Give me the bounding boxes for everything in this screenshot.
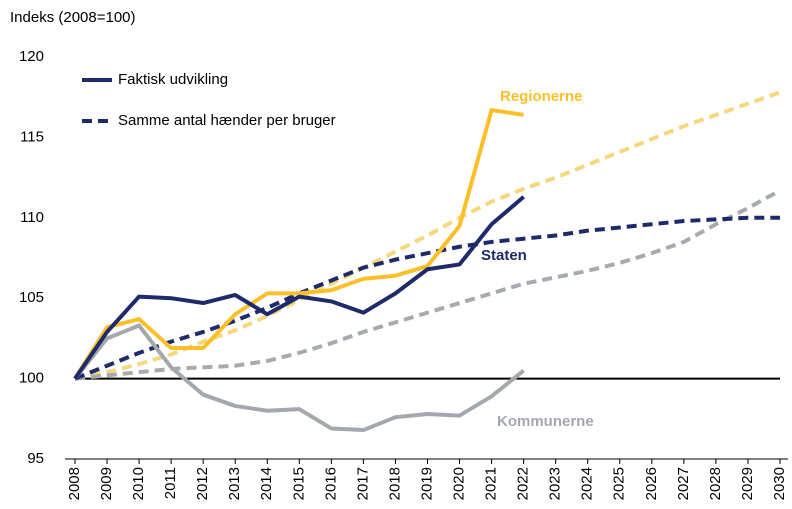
y-tick-label: 120: [19, 48, 44, 65]
x-tick-label: 2024: [579, 467, 596, 500]
x-tick-label: 2019: [418, 467, 435, 500]
legend-label: Samme antal hænder per bruger: [118, 112, 336, 129]
x-tick-label: 2011: [162, 467, 179, 499]
annotation: Staten: [481, 247, 527, 264]
x-tick-label: 2017: [354, 467, 371, 500]
x-tick-label: 2021: [483, 467, 500, 500]
x-tick-label: 2023: [547, 467, 564, 500]
x-tick-label: 2018: [386, 467, 403, 500]
series-line: [73, 195, 525, 380]
series-line: [74, 188, 781, 381]
y-axis-label: Indeks (2008=100): [10, 9, 136, 26]
x-tick-label: 2016: [322, 467, 339, 500]
x-tick-label: 2013: [226, 467, 243, 500]
y-tick-label: 115: [20, 128, 44, 145]
series-line: [73, 108, 524, 380]
series-line: [73, 323, 525, 433]
x-tick-label: 2028: [707, 467, 724, 500]
x-tick-label: 2025: [611, 467, 628, 500]
x-tick-label: 2029: [739, 467, 756, 500]
x-tick-label: 2022: [515, 467, 532, 500]
x-tick-label: 2009: [98, 467, 115, 500]
y-tick-label: 105: [19, 289, 44, 306]
x-tick-label: 2030: [771, 467, 788, 500]
x-tick-label: 2026: [643, 467, 660, 500]
annotation: Regionerne: [500, 88, 583, 105]
legend-label: Faktisk udvikling: [118, 71, 228, 88]
x-tick-label: 2014: [258, 467, 275, 500]
x-tick-label: 2010: [130, 467, 147, 500]
x-tick-label: 2015: [290, 467, 307, 500]
y-tick-label: 95: [27, 450, 44, 467]
x-tick-label: 2027: [675, 467, 692, 500]
x-tick-label: 2008: [66, 467, 83, 500]
x-tick-label: 2020: [451, 467, 468, 500]
y-tick-label: 100: [19, 370, 44, 387]
annotation: Kommunerne: [497, 413, 594, 430]
x-tick-label: 2012: [194, 467, 211, 500]
y-tick-label: 110: [20, 209, 44, 226]
series-line: [74, 90, 781, 381]
series-line: [74, 215, 780, 381]
